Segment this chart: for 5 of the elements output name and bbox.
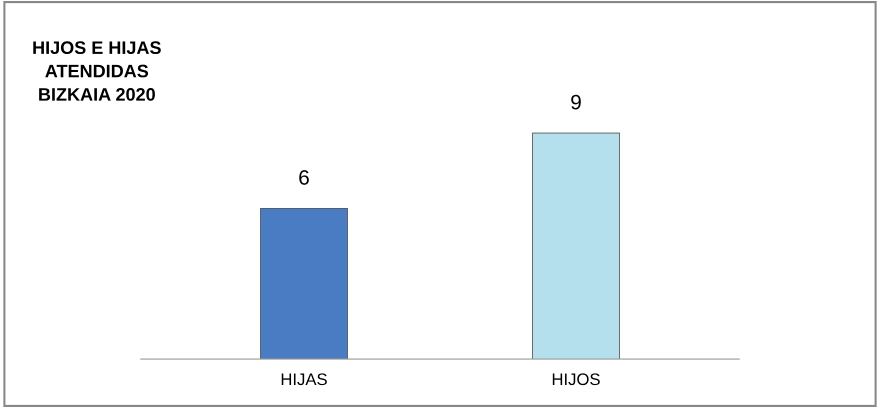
data-label: 9 [571, 94, 581, 110]
data-label: 6 [299, 170, 309, 185]
x-tick-label: HIJAS [282, 373, 327, 386]
chart-title: HIJOS E HIJAS ATENDIDAS BIZKAIA 2020 [33, 41, 161, 101]
x-tick-label: HIJOS [552, 373, 600, 386]
